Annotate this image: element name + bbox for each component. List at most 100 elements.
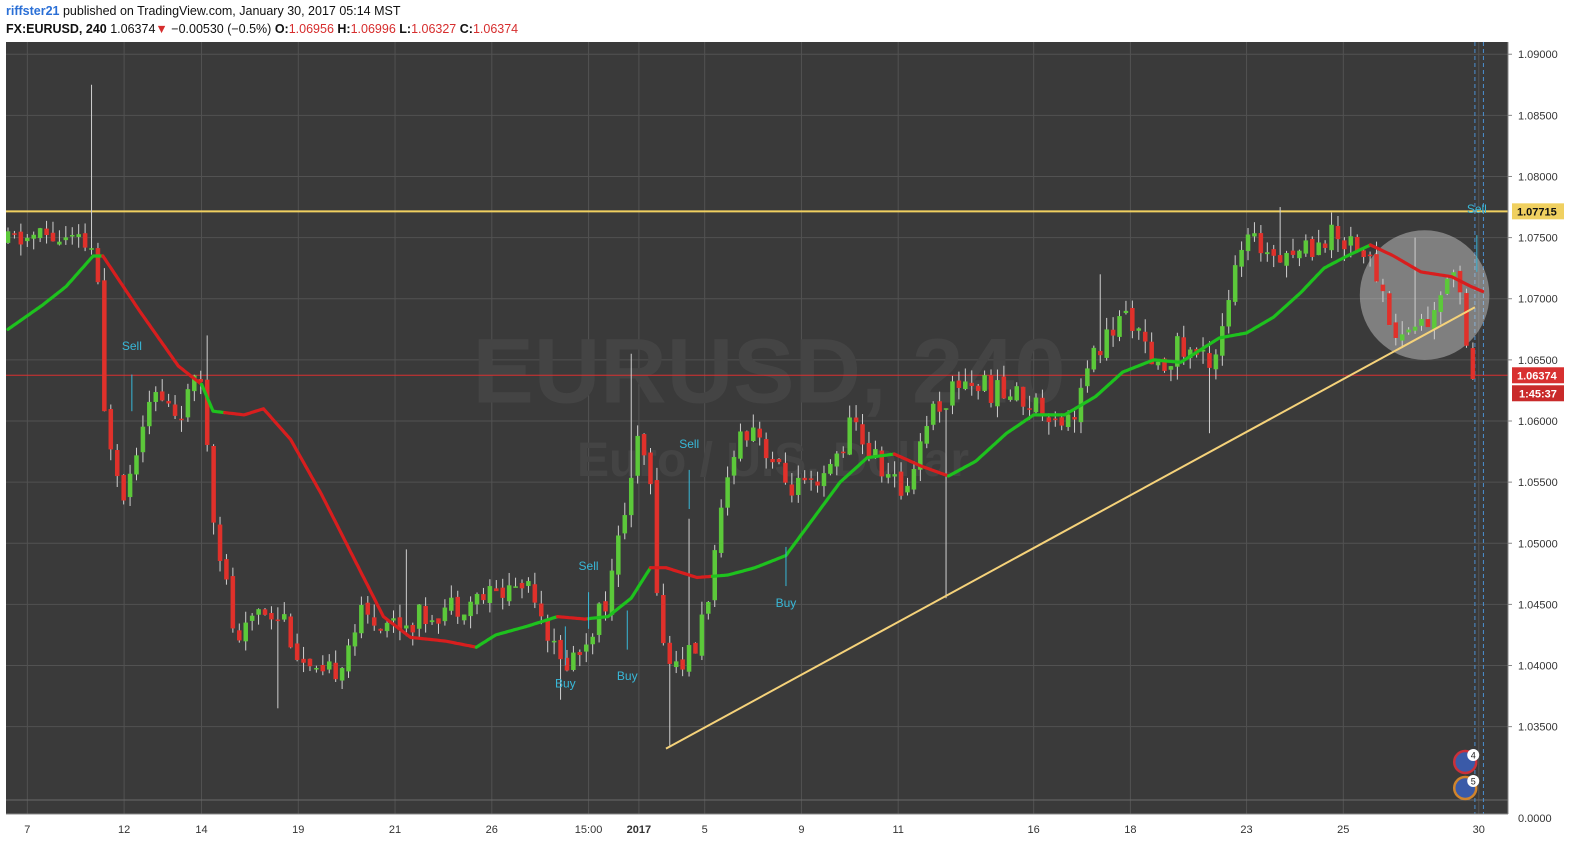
candle-body: [1380, 284, 1386, 292]
time-tick-label: 23: [1240, 824, 1252, 836]
candle-body: [860, 424, 865, 445]
candle-body: [513, 586, 518, 588]
ma-segment-up: [946, 243, 1373, 478]
candle-body: [1232, 265, 1238, 302]
candle-body: [365, 602, 371, 615]
level-price-box: [1512, 203, 1564, 220]
plot-background: [6, 42, 1508, 814]
price-tick-label: 1.04500: [1518, 599, 1558, 611]
candle-body: [449, 597, 454, 611]
candle-body: [526, 581, 531, 586]
high-value: 1.06996: [350, 22, 396, 36]
ma-segment-down: [555, 614, 591, 621]
candle-body: [1213, 354, 1219, 370]
candle-body: [834, 453, 840, 467]
candle-body: [1342, 240, 1347, 250]
candle-body: [866, 442, 872, 458]
time-tick-label: 9: [798, 824, 804, 836]
candle-body: [963, 381, 968, 389]
candle-body: [147, 401, 152, 427]
candle-body: [808, 478, 814, 480]
candle-body: [1072, 417, 1077, 420]
candle-body: [50, 232, 56, 242]
candle-body: [63, 237, 69, 241]
candle-body: [237, 630, 242, 641]
price-axis[interactable]: 1.09000 1.08500 1.08000 1.07500 1.07000 1.065…: [1507, 42, 1578, 856]
candle-body: [1097, 350, 1103, 356]
candle-body: [828, 463, 833, 474]
candle-body: [937, 401, 942, 412]
candle-body: [693, 642, 698, 654]
candle-body: [326, 661, 332, 670]
candle-body: [76, 234, 81, 237]
ma-segment-down: [892, 452, 951, 478]
candle-body: [1290, 250, 1296, 255]
candle-body: [995, 380, 1000, 407]
candle-body: [1123, 310, 1129, 314]
candle-body: [230, 576, 236, 629]
candle-body: [134, 455, 139, 475]
candle-body: [654, 480, 660, 594]
candle-body: [918, 441, 923, 470]
candle-body: [1162, 358, 1167, 371]
candle-body: [943, 408, 949, 410]
candle-body: [956, 380, 962, 388]
time-tick-label: 7: [24, 824, 30, 836]
price-tick-label: 1.07500: [1518, 233, 1558, 245]
ma-segment-down: [223, 407, 478, 649]
candle-body: [217, 524, 223, 561]
candle-body: [1438, 295, 1444, 312]
candle-body: [821, 473, 827, 487]
buy-signal-label: Buy: [776, 596, 797, 610]
last-price: 1.06374: [110, 22, 156, 36]
candle-body: [770, 458, 775, 463]
price-tick-label: 1.08000: [1518, 171, 1558, 183]
candle-body: [1303, 240, 1309, 254]
candle-body: [204, 379, 210, 445]
candle-body: [725, 477, 730, 508]
vertical-markers: [1474, 42, 1484, 814]
highlight-circle[interactable]: [1359, 230, 1490, 360]
candle-body: [243, 622, 248, 642]
time-tick-label: 15:00: [575, 824, 603, 836]
candlestick-chart[interactable]: EURUSD, 240 Euro / U.S. Dollar SellSellS…: [5, 42, 1578, 856]
candle-body: [1399, 334, 1405, 341]
candle-body: [224, 559, 229, 580]
candle-body: [1374, 254, 1379, 282]
candle-body: [776, 458, 782, 463]
candle-body: [57, 241, 62, 245]
candle-body: [1046, 417, 1052, 423]
candle-body: [384, 622, 390, 632]
candle-body: [294, 643, 300, 660]
candle-body: [622, 515, 628, 534]
candle-body: [892, 474, 897, 477]
candle-body: [1258, 233, 1264, 254]
candle-body: [1220, 326, 1225, 356]
candle-body: [988, 374, 994, 403]
chart-header: riffster21 published on TradingView.com,…: [0, 0, 1585, 42]
candle-body: [185, 389, 191, 418]
event-badges[interactable]: 45: [1452, 749, 1480, 801]
candle-body: [455, 596, 461, 617]
candle-body: [1142, 331, 1148, 342]
candle-body: [436, 618, 441, 624]
ma-segment-down: [1368, 243, 1485, 293]
time-axis[interactable]: 7 12 14 19 21 26 15:00 2017 5 9 11 16 18 23 25 30: [6, 813, 1508, 856]
time-tick-label: 30: [1473, 824, 1485, 836]
candle-body: [166, 400, 171, 404]
trendline-line: [665, 306, 1476, 750]
candle-body: [1406, 329, 1411, 333]
candle-body: [731, 457, 737, 476]
candle-body: [95, 248, 101, 283]
candle-body: [1432, 310, 1437, 329]
chart-area[interactable]: EURUSD, 240 Euro / U.S. Dollar Sell Sell S…: [5, 42, 1578, 856]
candle-body: [815, 481, 820, 486]
candle-body: [481, 594, 486, 601]
author-link[interactable]: riffster21: [6, 4, 60, 18]
candle-body: [5, 231, 11, 243]
candle-body: [673, 661, 679, 668]
trendline[interactable]: [665, 306, 1476, 750]
candle-body: [275, 619, 281, 622]
candle-body: [1149, 341, 1154, 365]
candle-body: [930, 403, 936, 425]
